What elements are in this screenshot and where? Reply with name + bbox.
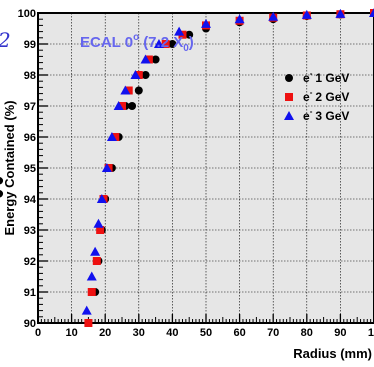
data-point [93,218,104,228]
x-tick-label: 80 [301,327,313,339]
data-point [86,271,97,281]
data-point [140,54,151,64]
chart-title-superscript: o [133,32,139,43]
y-tick-label: 97 [24,101,36,113]
y-tick-label: 93 [24,225,36,237]
x-axis-label: Radius (mm) [293,346,372,361]
y-tick-label: 94 [24,194,37,206]
y-tick-label: 92 [24,256,36,268]
y-tick-label: 96 [24,132,36,144]
legend-item: e- 3 GeV [284,107,349,123]
x-tick-label: 60 [233,327,245,339]
cropped-glyph-left: : [0,160,7,207]
chart-title-subscript: 0 [183,43,189,54]
data-point [335,8,346,18]
cropped-glyph-top-left: 2 [0,28,11,52]
legend-item: e- 2 GeV [285,88,349,104]
y-tick-label: 91 [24,287,36,299]
data-point [120,85,131,95]
chart-title-main: ECAL 0 [80,34,133,51]
data-point [153,39,164,48]
data-point [369,8,374,17]
legend: e- 1 GeV e- 2 GeV e- 3 GeV [284,69,349,123]
data-point [96,194,107,203]
data-point [118,102,126,110]
x-tick-label: 50 [200,327,212,339]
legend-label: e- 1 GeV [303,69,349,85]
x-tick-label: 40 [166,327,178,339]
data-point [92,257,101,265]
data-point [151,55,160,64]
data-point [101,163,112,172]
data-point [128,102,137,110]
data-point [185,30,194,39]
legend-marker [285,74,293,82]
legend-item: e- 1 GeV [285,69,349,85]
data-point [96,226,105,234]
x-tick-label: 90 [334,327,346,339]
data-point [124,86,133,95]
data-point [168,40,177,48]
y-axis-label: Energy Contained (%) [2,100,17,235]
y-tick-label: 95 [24,163,36,175]
series-3 [81,8,374,315]
data-point [301,9,312,19]
data-point [174,26,185,36]
chart-title-suffix: (7.2 X [143,34,183,51]
data-point [201,18,211,28]
axis-ticks [37,12,374,324]
data-point [144,55,153,64]
data-point [90,246,101,256]
x-tick-label: 10 [65,327,77,339]
legend-label: e- 3 GeV [303,107,349,123]
legend-label: e- 2 GeV [303,88,349,104]
data-point [234,14,245,24]
x-tick-label: 30 [133,327,145,339]
data-point [87,288,96,296]
legend-marker [285,93,293,101]
data-point [130,70,141,79]
data-point [268,11,279,21]
data-point [81,305,92,315]
y-tick-labels: 90 91 92 93 94 95 96 97 98 99 100 [18,8,37,330]
data-point [111,133,120,141]
y-tick-label: 98 [24,70,36,82]
data-point [134,86,143,95]
grid [38,13,374,323]
data-point [84,319,93,327]
chart-title-close: ) [189,34,194,51]
data-point [113,101,124,110]
x-tick-label: 10 [368,327,374,339]
y-tick-label: 90 [24,318,36,330]
x-tick-label: 70 [267,327,279,339]
x-tick-labels: 0 10 20 30 40 50 60 70 80 90 10 [35,327,374,339]
y-tick-label: 100 [18,8,36,20]
chart-title: ECAL 0o (7.2 X0) [80,32,194,54]
legend-marker [284,111,294,120]
data-point [106,132,117,141]
data-point [161,40,170,48]
x-tick-label: 0 [35,327,41,339]
x-tick-label: 20 [99,327,111,339]
data-point [134,71,143,79]
y-tick-label: 99 [24,39,36,51]
data-markers [81,8,374,327]
data-point [141,71,150,79]
